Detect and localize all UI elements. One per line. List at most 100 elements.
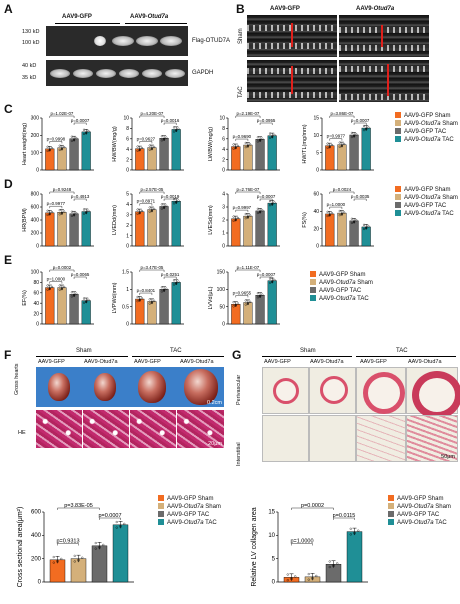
- ytick-label-D1-0: 0: [36, 244, 39, 250]
- legend-g: AAV9-GFP Sham AAV9-Otud7a Sham AAV9-GFP …: [388, 495, 451, 527]
- ytick-label-E1-4: 80: [33, 280, 39, 286]
- pbracket-C3-0: [235, 115, 261, 118]
- pval-E2-2: p=0.8401: [137, 288, 156, 293]
- dot-D2-1-4: [150, 209, 154, 213]
- dot-E3-2-0: [256, 296, 259, 299]
- blot-flag-otud7a: [46, 26, 188, 56]
- dot-C4-0-0: [326, 146, 329, 149]
- histo-inter-3: [356, 415, 406, 462]
- dot-G-1-4: [311, 577, 314, 580]
- dot-E3-3-1: [271, 280, 274, 283]
- f-tac: TAC: [170, 348, 182, 354]
- dot-G-3-1: [353, 531, 356, 534]
- dot-E3-0-2: [236, 302, 240, 305]
- pval-E3-2: p=0.9655: [233, 290, 252, 295]
- pbracket-D4-0: [329, 191, 355, 194]
- f-col4: AAV9-Otud7a: [180, 359, 214, 365]
- ytick-label-D4-0: 0: [316, 244, 319, 250]
- dot-C2-0-0: [136, 149, 139, 152]
- dot-D4-0-0: [326, 214, 329, 218]
- pbracket-E1-1: [73, 276, 87, 279]
- he-img-4: 20μm: [177, 410, 224, 448]
- bar-D2-3: [171, 201, 181, 247]
- ytick-label-C3-2: 4: [222, 147, 225, 153]
- dot-C1-0-2: [50, 147, 54, 150]
- pbracket-E2-1: [163, 276, 177, 279]
- dot-E1-1-0: [58, 288, 61, 291]
- dot-D4-2-0: [350, 221, 353, 225]
- dot-D4-3-3: [362, 223, 366, 226]
- dot-F-2-2: [102, 543, 105, 546]
- pbracket-D4-1: [353, 198, 367, 201]
- dot-D3-3-4: [271, 203, 274, 206]
- dot-C1-3-2: [87, 130, 90, 133]
- dot-D1-3-4: [85, 211, 88, 215]
- dot-E2-0-3: [136, 295, 139, 299]
- blot-row-flag: Flag-OTUD7A: [192, 38, 231, 44]
- pval-C3-1: p=0.0955: [257, 118, 276, 123]
- he-img-3: [130, 410, 176, 448]
- bar-C3-3: [267, 135, 277, 171]
- dot-C2-2-4: [162, 138, 166, 141]
- dot-D1-1-1: [60, 211, 64, 214]
- dot-D2-0-4: [138, 211, 141, 215]
- dot-C2-3-3: [172, 126, 176, 129]
- dot-E2-3-1: [175, 282, 178, 285]
- ytick-label-D2-3: 3: [126, 213, 129, 219]
- dot-D1-1-0: [58, 213, 61, 216]
- echo-tac-otud7a: [339, 60, 429, 102]
- dot-C2-2-2: [165, 136, 168, 139]
- ytick-label-E3-1: 50: [219, 304, 225, 310]
- g-col3: AAV9-GFP: [360, 359, 387, 365]
- pval-C3-0: p=2.19E-07: [237, 111, 260, 116]
- ytick-label-D2-0: 0: [126, 244, 129, 250]
- dot-E1-3-2: [87, 298, 90, 301]
- bar-C1-2: [69, 138, 79, 171]
- dot-F-1-4: [77, 559, 80, 562]
- histo-inter-4: 50μm: [406, 415, 458, 462]
- echo-tac-gfp: [247, 60, 337, 102]
- dot-E1-1-4: [60, 287, 64, 291]
- dot-C1-1-4: [60, 148, 64, 151]
- dot-F-3-3: [115, 520, 118, 524]
- pbracket-E2-0: [139, 269, 165, 272]
- pval-F-2: p=0.9313: [56, 539, 79, 545]
- pbracket-F-0: [57, 507, 100, 510]
- pval-C1-2: p=0.9998: [47, 136, 66, 141]
- dot-C3-0-2: [236, 144, 240, 147]
- bar-D1-0: [45, 212, 55, 247]
- ytick-label-C3-3: 6: [222, 137, 225, 143]
- bar-D1-1: [57, 211, 67, 247]
- pval-D3-1: p=0.0007: [257, 194, 276, 199]
- dot-D3-1-2: [249, 214, 252, 217]
- dot-E1-3-4: [85, 300, 88, 304]
- bar-D1-3: [81, 211, 91, 247]
- histo-inter-2: [309, 415, 356, 462]
- bar-D3-3: [267, 202, 277, 247]
- dot-E1-2-3: [70, 291, 73, 294]
- dot-D4-3-4: [365, 227, 368, 230]
- g-tac: TAC: [396, 348, 408, 354]
- blot-col-otud7a: AAV9-Otud7a: [130, 14, 169, 20]
- dot-D2-2-2: [165, 204, 168, 207]
- pval-G-1: p=0.0115: [333, 513, 356, 519]
- dot-E2-1-0: [148, 302, 151, 305]
- dot-E3-2-4: [258, 295, 262, 298]
- dot-D2-2-3: [160, 203, 163, 206]
- dot-C1-2-3: [70, 135, 73, 138]
- pval-C2-0: p=4.20E-07: [141, 111, 164, 116]
- dot-E3-3-4: [271, 280, 274, 284]
- dot-C3-1-1: [246, 144, 250, 147]
- pbracket-D3-1: [259, 198, 273, 201]
- ytick-label-C2-3: 6: [126, 137, 129, 143]
- dot-E1-3-1: [85, 300, 88, 303]
- ytick-label-E2-2: 1: [126, 287, 129, 293]
- gross-hearts-image: 0.2cm: [36, 367, 224, 407]
- dot-C3-0-1: [234, 146, 237, 149]
- bar-D2-0: [135, 211, 145, 247]
- bar-C2-0: [135, 148, 145, 171]
- ytick-label-E1-3: 60: [33, 291, 39, 297]
- dot-D2-2-4: [162, 206, 166, 209]
- dot-F-0-1: [56, 559, 59, 562]
- dot-E2-2-1: [162, 288, 166, 292]
